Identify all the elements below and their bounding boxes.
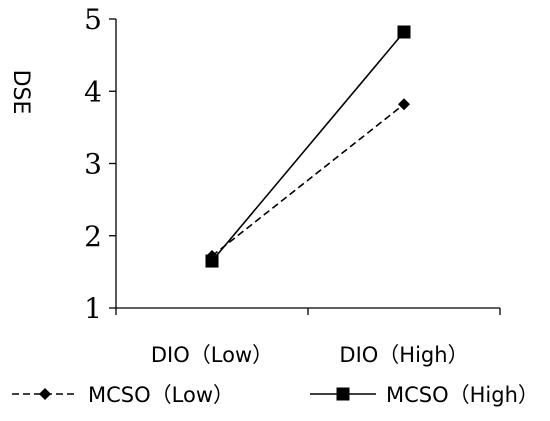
data-point-square (397, 25, 411, 39)
y-ticks: 1 2 3 4 5 (84, 3, 116, 325)
legend-marker-square (336, 387, 350, 401)
y-tick-label: 3 (84, 148, 102, 181)
legend-marker-diamond (39, 388, 51, 400)
data-point-square (205, 254, 219, 268)
y-tick-label: 1 (84, 292, 102, 325)
series-line (211, 103, 405, 257)
x-category-label: DIO（High） (339, 343, 468, 367)
y-tick-label: 4 (84, 75, 102, 108)
y-axis-title: DSE (8, 70, 33, 115)
legend-label: MCSO（Low） (88, 383, 234, 407)
legend-label: MCSO（High） (386, 383, 539, 407)
series-mcso-high (205, 25, 411, 268)
series-mcso-low (206, 98, 410, 262)
y-tick-label: 2 (84, 220, 102, 253)
legend-item: MCSO（Low） (12, 383, 234, 407)
legend: MCSO（Low） MCSO（High） (12, 383, 539, 407)
x-category-label: DIO（Low） (151, 343, 273, 367)
series-line (211, 31, 405, 262)
y-tick-label: 5 (84, 3, 102, 36)
legend-item: MCSO（High） (310, 383, 539, 407)
axes (115, 19, 500, 309)
data-point-diamond (398, 98, 410, 111)
x-ticks: DIO（Low） DIO（High） (115, 308, 501, 367)
series-layer (205, 25, 411, 268)
